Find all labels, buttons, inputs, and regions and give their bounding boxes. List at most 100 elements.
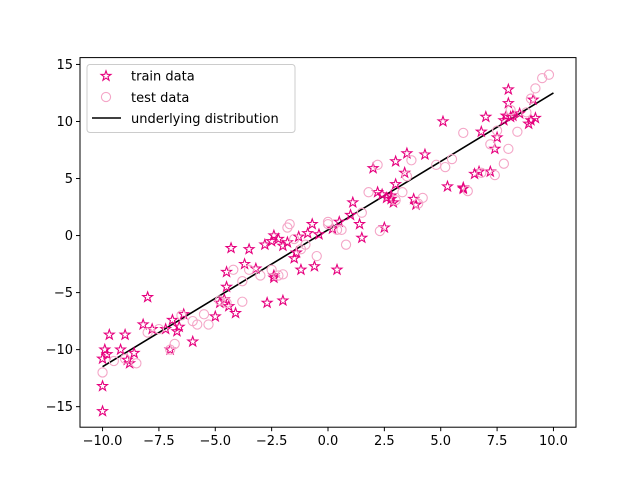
train-point (346, 195, 360, 209)
test-point (237, 276, 248, 287)
test-point (277, 269, 289, 280)
test-point (311, 250, 322, 262)
test-point (446, 153, 458, 165)
y-axis: −15 −10 −5 0 5 10 15 (46, 58, 80, 415)
test-point (489, 169, 500, 181)
x-axis: −10.0 −7.5 −5.0 −2.5 0.0 2.5 5.0 7.5 10.0 (83, 427, 568, 449)
train-point (501, 82, 515, 96)
test-point (97, 367, 108, 378)
test-point (406, 155, 417, 166)
train-point (258, 237, 272, 251)
x-tick-label: 10.0 (539, 434, 568, 449)
train-point (305, 217, 319, 230)
test-point (169, 338, 180, 350)
train-point (353, 217, 367, 230)
test-point (336, 224, 347, 236)
train-point (468, 167, 482, 180)
train-point (127, 346, 141, 359)
test-point (214, 295, 225, 306)
test-point (462, 185, 473, 197)
test-point (273, 270, 284, 281)
test-point (221, 297, 232, 309)
train-point (526, 92, 540, 106)
train-point (294, 262, 308, 276)
train-point (276, 238, 290, 252)
train-point (172, 319, 186, 333)
x-tick-label: 7.5 (487, 434, 508, 449)
train-point (389, 154, 403, 167)
train-point (418, 147, 432, 161)
train-point (136, 317, 150, 331)
train-point (400, 146, 414, 159)
legend: train data test data underlying distributi… (86, 64, 296, 133)
train-point (301, 226, 315, 239)
legend-box (86, 64, 296, 133)
train-point (102, 327, 116, 341)
train-point (389, 177, 403, 190)
test-point (543, 69, 555, 80)
test-point (476, 167, 487, 178)
test-point (505, 104, 516, 116)
test-point (131, 358, 142, 369)
legend-train-label: train data (131, 70, 195, 85)
x-tick-label: −7.5 (143, 434, 175, 449)
test-point (390, 195, 401, 206)
train-point (242, 242, 256, 255)
points-layer (96, 69, 555, 417)
test-point (356, 207, 367, 218)
train-point (524, 113, 538, 126)
x-tick-label: 0.0 (318, 434, 339, 449)
test-point (289, 233, 300, 245)
test-point (401, 171, 413, 182)
train-point (96, 404, 110, 417)
test-point (374, 225, 386, 237)
test-point (498, 158, 510, 169)
train-point (265, 234, 279, 247)
test-point (458, 127, 469, 139)
test-point (108, 355, 119, 367)
train-point (220, 280, 234, 293)
train-point (271, 232, 285, 245)
y-tick-label: −5 (54, 286, 73, 301)
train-point (260, 295, 274, 309)
train-point (120, 353, 134, 366)
legend-train-marker (99, 69, 113, 82)
test-point (228, 264, 239, 275)
train-point (276, 293, 290, 307)
test-point (331, 224, 343, 236)
y-tick-label: 5 (65, 172, 73, 187)
test-point (491, 125, 503, 136)
test-point (440, 161, 451, 173)
train-point (289, 245, 303, 259)
test-point (255, 270, 266, 281)
train-point (312, 227, 326, 240)
train-point (267, 270, 281, 284)
test-point (282, 222, 293, 233)
test-point (243, 264, 255, 275)
train-point (398, 165, 412, 179)
x-tick-label: 5.0 (430, 434, 451, 449)
legend-line-label: underlying distribution (131, 112, 279, 127)
train-point (114, 342, 128, 356)
train-point (224, 241, 238, 254)
test-point (266, 264, 277, 275)
train-point (344, 208, 358, 221)
train-point (488, 141, 502, 155)
test-point (192, 319, 203, 330)
test-point (153, 323, 165, 335)
train-point (409, 197, 423, 211)
train-point (307, 259, 322, 272)
train-point (123, 356, 137, 369)
train-point (249, 261, 263, 275)
x-tick-label: −2.5 (256, 434, 288, 449)
train-point (528, 111, 542, 124)
y-tick-label: −10 (46, 343, 73, 358)
test-point (485, 139, 496, 150)
underlying-distribution-line (102, 92, 554, 368)
train-point (238, 257, 252, 270)
test-point (530, 83, 541, 94)
train-point (330, 262, 344, 276)
train-point (186, 334, 200, 348)
x-tick-label: 2.5 (374, 434, 395, 449)
